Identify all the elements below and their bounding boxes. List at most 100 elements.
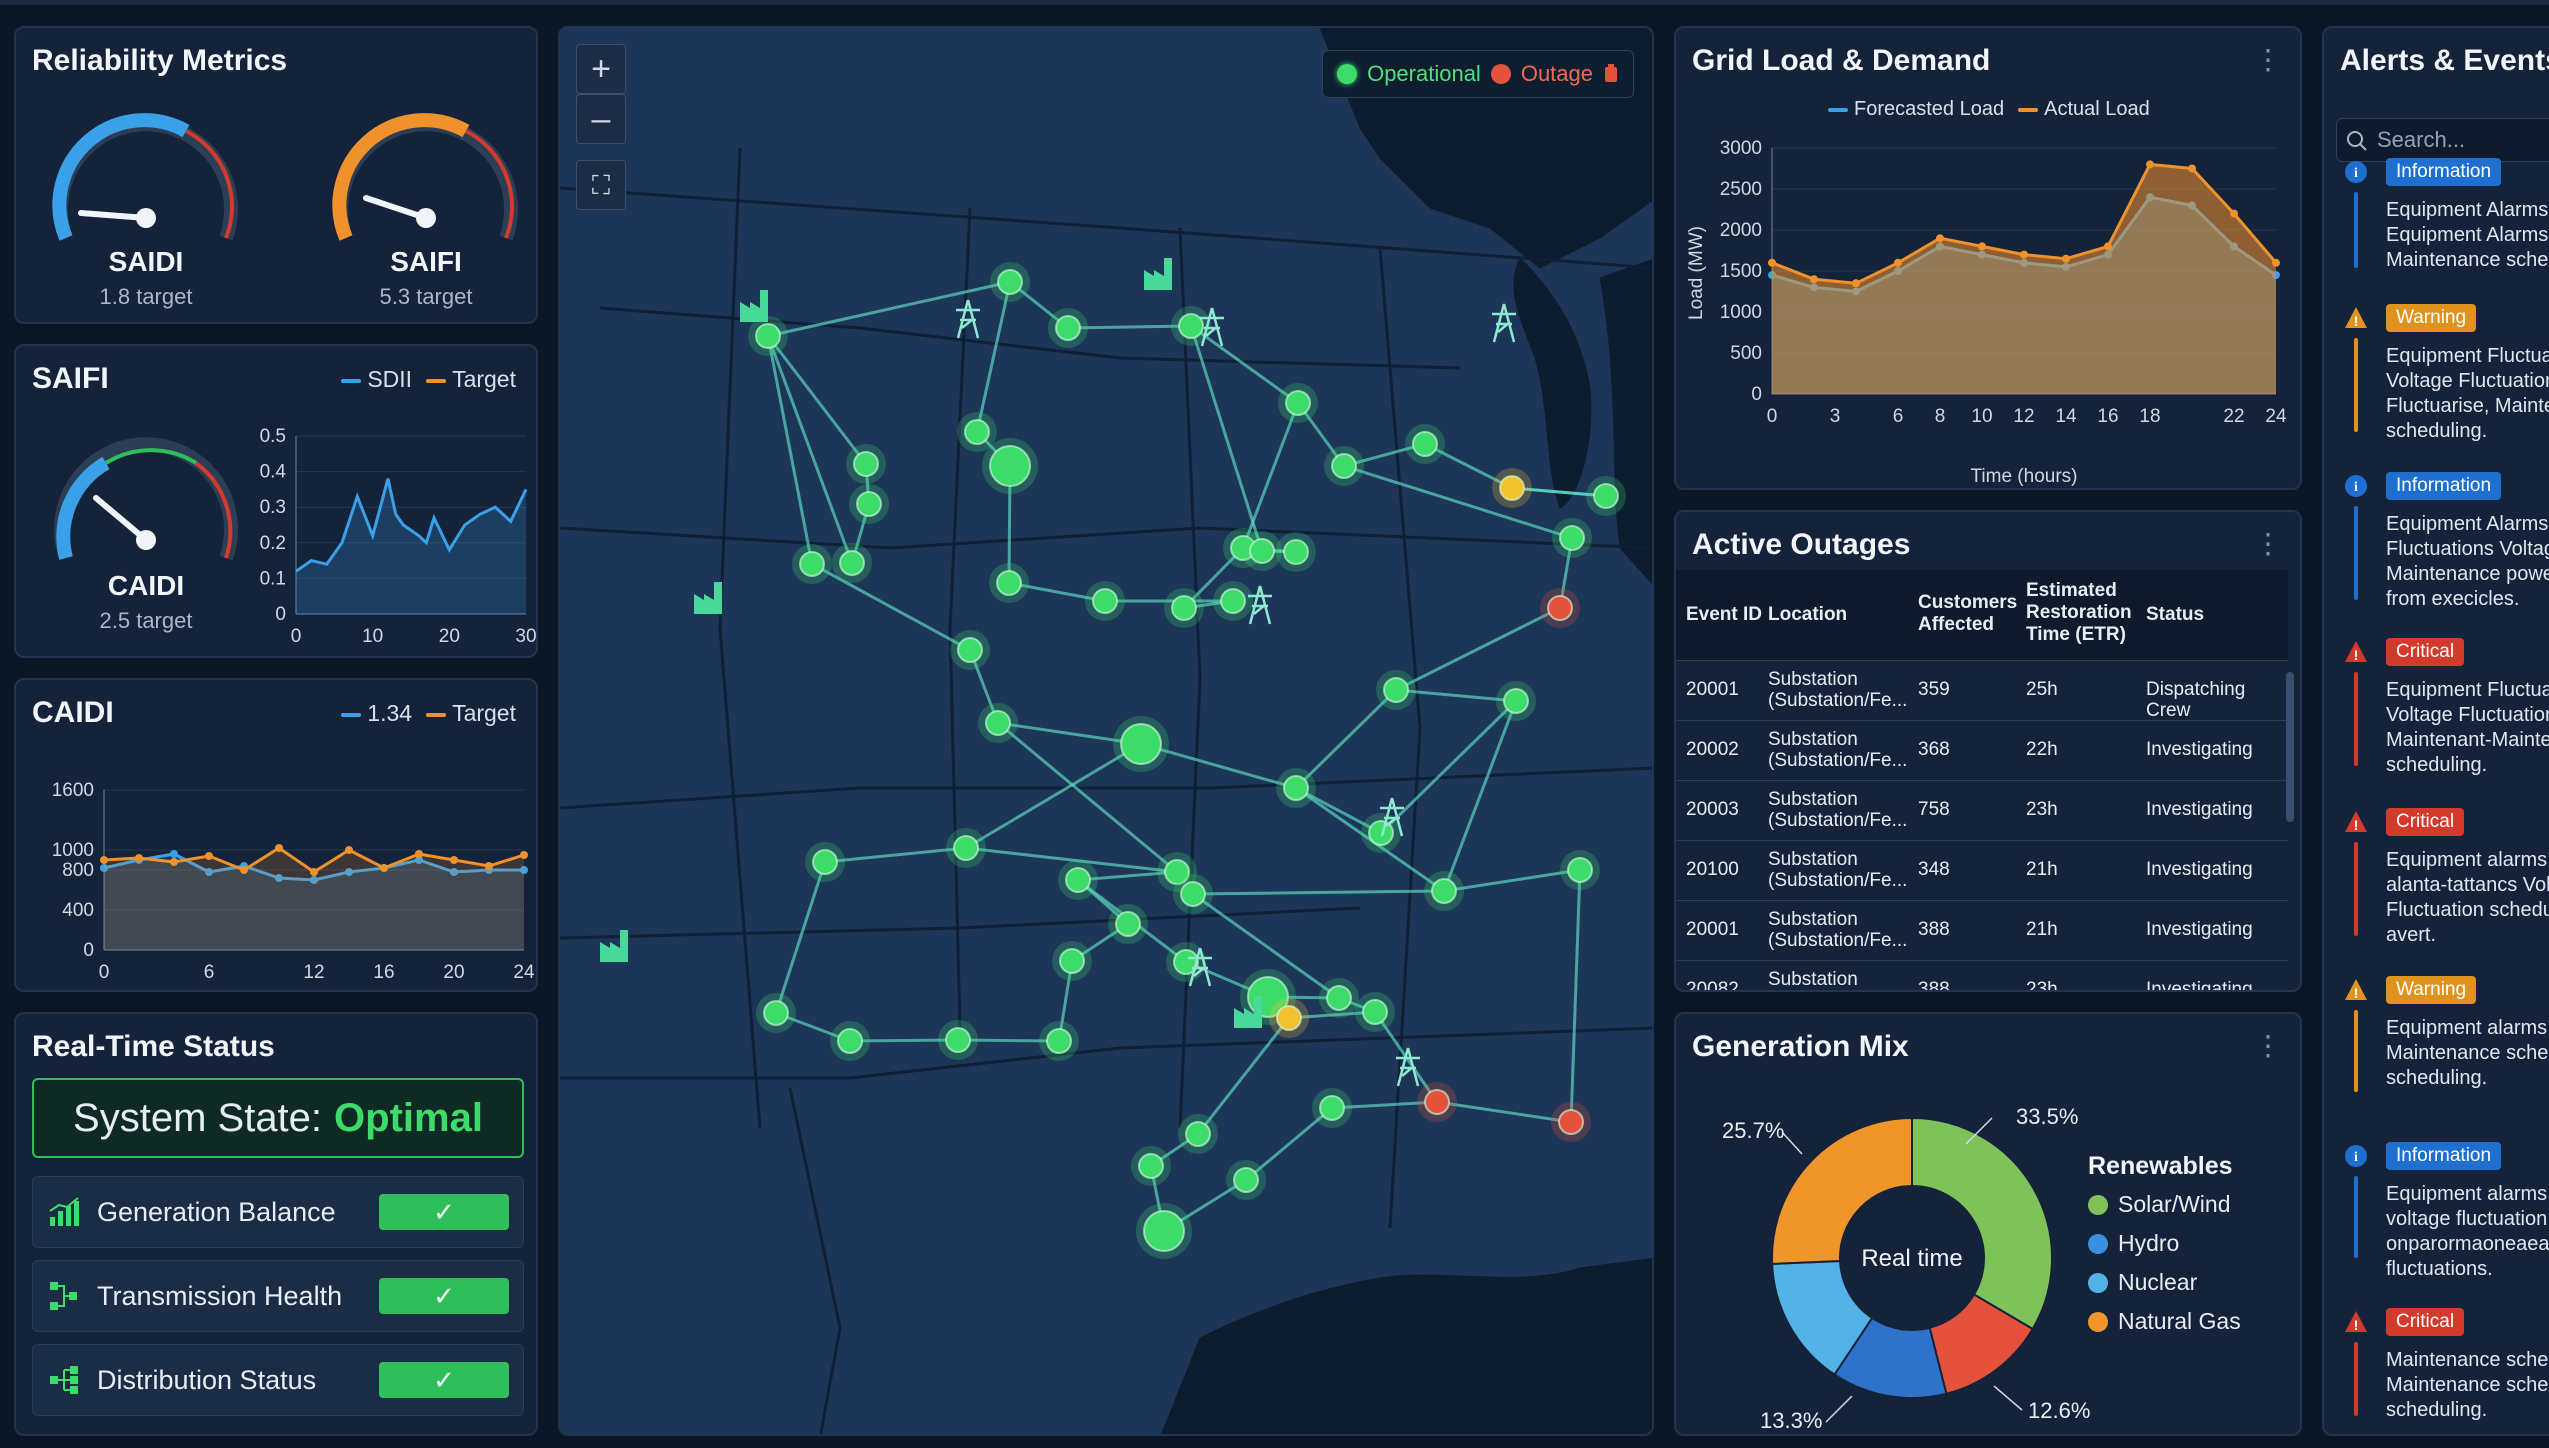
status-cell: Investigating (2146, 859, 2253, 880)
legend-item-forecast: Forecasted Load (1828, 98, 2004, 121)
grid-load-area-chart: 0 500 1000 1500 2000 2500 3000 0 3 6 8 10 12 14 16 18 22… (1686, 138, 2287, 487)
system-state-label: System State: (73, 1095, 323, 1140)
location-line2-cell: (Substation/Fe... (1768, 810, 1908, 831)
grid-map (560, 28, 1652, 1434)
data-point (135, 854, 143, 862)
status-row-transmission[interactable]: Transmission Health ✓ (32, 1260, 524, 1332)
alert-severity-bar (2354, 1342, 2358, 1416)
substation-node (996, 570, 1022, 596)
event-id-cell: 20002 (1686, 739, 1739, 760)
substation-node (1283, 539, 1309, 565)
power-tower-icon (1248, 585, 1272, 625)
x-tick-label: 16 (373, 962, 394, 983)
transmission-line (1077, 870, 1178, 882)
zoom-in-button[interactable]: + (576, 44, 626, 94)
alert-severity-bar (2354, 1010, 2358, 1092)
transmission-line (1436, 1100, 1572, 1124)
transmission-line (766, 335, 814, 565)
y-tick-label: 500 (1730, 343, 1762, 364)
transmission-line (824, 846, 967, 864)
table-row[interactable]: 20082 Substation(Substation/Fe... 388 23h In… (1676, 960, 2288, 990)
alert-item[interactable]: ! Critical Equipment Fluctuat Voltage Fluc… (2336, 638, 2549, 776)
legend-item-value: 1.34 (341, 700, 412, 727)
table-row[interactable]: 20002 Substation (Substation/Fe... 368 22h In… (1676, 720, 2288, 780)
y-tick-label: 1500 (1720, 261, 1762, 282)
alert-item[interactable]: i Information Equipment Alarms: Equipment … (2336, 158, 2549, 278)
zoom-out-button[interactable]: – (576, 94, 626, 144)
status-row-generation[interactable]: Generation Balance ✓ (32, 1176, 524, 1248)
more-options-icon[interactable]: ⋮ (2254, 44, 2282, 75)
substation-node (1065, 867, 1091, 893)
data-point (415, 856, 423, 864)
table-row[interactable]: 20100 Substation (Substation/Fe... 348 21h In… (1676, 840, 2288, 900)
legend-title: Renewables (2088, 1152, 2233, 1180)
power-plant-icon (694, 582, 722, 614)
header-customers: Customers Affected (1918, 592, 2018, 635)
transmission-line (975, 281, 1012, 433)
status-row-distribution[interactable]: Distribution Status ✓ (32, 1344, 524, 1416)
table-row[interactable]: 20001 Substation (Substation/Fe... 388 21h In… (1676, 900, 2288, 960)
more-options-icon[interactable]: ⋮ (2254, 1030, 2282, 1061)
map-icons (600, 258, 1516, 1087)
alert-item[interactable]: ! Warning Equipment Fluctuat Voltage Fluct… (2336, 304, 2549, 442)
critical-icon: ! (2345, 1311, 2367, 1333)
data-point (1936, 234, 1944, 243)
substation-node (1559, 525, 1585, 551)
alert-type-badge: Critical (2386, 1308, 2465, 1336)
status-check-indicator: ✓ (379, 1194, 509, 1230)
alert-type-badge: Warning (2386, 304, 2477, 332)
y-tick-label: 400 (62, 900, 94, 921)
transmission-line (997, 721, 1178, 874)
substation-node (1593, 483, 1619, 509)
y-tick-label: 1000 (52, 840, 94, 861)
series-area (104, 848, 524, 950)
substation-node (1171, 595, 1197, 621)
fullscreen-button[interactable]: ⛶ (576, 160, 626, 210)
table-row[interactable]: 20001 Substation (Substation/Fe... 359 25h Di… (1676, 660, 2288, 721)
grid-map-panel[interactable]: + – ⛶ Operational Outage (558, 26, 1654, 1436)
x-tick-label: 0 (1767, 406, 1778, 427)
saifi-gauge (332, 113, 518, 241)
location-line2-cell: (Substation/Fe... (1768, 930, 1908, 951)
table-scrollbar[interactable] (2286, 672, 2294, 822)
x-tick-label: 24 (513, 962, 535, 983)
customers-cell: 359 (1918, 679, 1950, 700)
top-border (0, 0, 2549, 5)
substation-node (997, 269, 1023, 295)
substation-node (837, 1028, 863, 1054)
table-row[interactable]: 20003 Substation (Substation/Fe... 758 23h In… (1676, 780, 2288, 840)
substation-node (989, 445, 1031, 487)
substation-node (1220, 588, 1246, 614)
data-point (2020, 250, 2028, 259)
substation-node (1431, 878, 1457, 904)
gauge-target: 1.8 target (99, 284, 193, 309)
alert-message: Maintenance schee Maintenance sched sche… (2386, 1349, 2549, 1421)
svg-text:i: i (2354, 166, 2358, 181)
power-tower-icon (1380, 797, 1404, 837)
alerts-search-input[interactable]: Search... (2336, 118, 2549, 162)
alert-item[interactable]: ! Warning Equipment alarms V Maintenance s… (2336, 976, 2549, 1102)
substation-node (1283, 775, 1309, 801)
alert-item[interactable]: ! Critical Maintenance schee Maintenance s… (2336, 1308, 2549, 1426)
transmission-line (965, 742, 1142, 850)
transmission-line (1008, 581, 1106, 603)
substation-node (1547, 595, 1573, 621)
substation-node (799, 551, 825, 577)
alert-item[interactable]: ! Critical Equipment alarms. alanta-tattan… (2336, 808, 2549, 946)
alert-item[interactable]: i Information Equipment Alarms: Fluctuatio… (2336, 472, 2549, 610)
gauge-target: 2.5 target (99, 608, 193, 633)
transmission-line (774, 861, 827, 1014)
transmission-line (766, 335, 868, 465)
transmission-line (965, 846, 1178, 874)
alert-message: Equipment alarms. voltage fluctuation on… (2386, 1183, 2549, 1280)
status-label: Distribution Status (97, 1364, 317, 1395)
slice-label: 33.5% (2016, 1104, 2078, 1129)
x-tick-label: 10 (1971, 406, 1992, 427)
more-options-icon[interactable]: ⋮ (2254, 528, 2282, 559)
x-axis-label: Time (hours) (1971, 466, 2078, 487)
alert-item[interactable]: i Information Equipment alarms. voltage fl… (2336, 1142, 2549, 1280)
transmission-line (1192, 889, 1445, 896)
saifi-gauge-label: SAIFI 5.3 target (316, 246, 536, 310)
label-leader (1993, 1385, 2023, 1411)
legend-item-target: Target (426, 700, 516, 727)
